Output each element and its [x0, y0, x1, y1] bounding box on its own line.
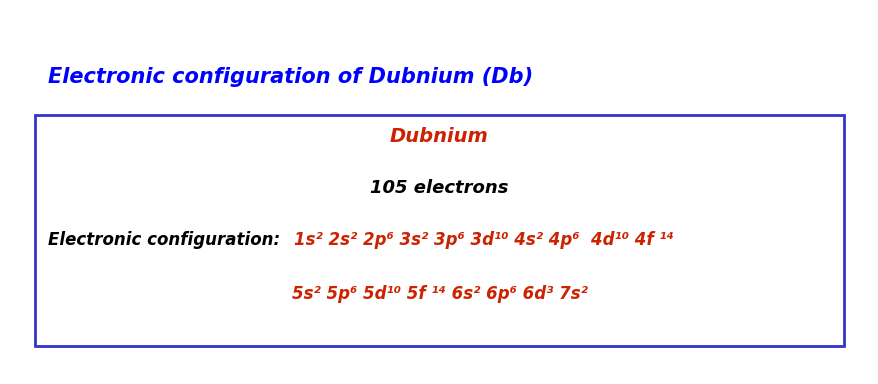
Text: Electronic configuration of Dubnium (Db): Electronic configuration of Dubnium (Db) [48, 67, 533, 87]
Text: 1s² 2s² 2p⁶ 3s² 3p⁶ 3d¹⁰ 4s² 4p⁶  4d¹⁰ 4f ¹⁴: 1s² 2s² 2p⁶ 3s² 3p⁶ 3d¹⁰ 4s² 4p⁶ 4d¹⁰ 4f… [294, 231, 673, 249]
Text: Electronic configuration:: Electronic configuration: [48, 231, 286, 249]
Text: Dubnium: Dubnium [390, 127, 488, 146]
Text: 5s² 5p⁶ 5d¹⁰ 5f ¹⁴ 6s² 6p⁶ 6d³ 7s²: 5s² 5p⁶ 5d¹⁰ 5f ¹⁴ 6s² 6p⁶ 6d³ 7s² [291, 285, 587, 303]
Text: 105 electrons: 105 electrons [370, 179, 508, 197]
Bar [35, 115, 843, 346]
